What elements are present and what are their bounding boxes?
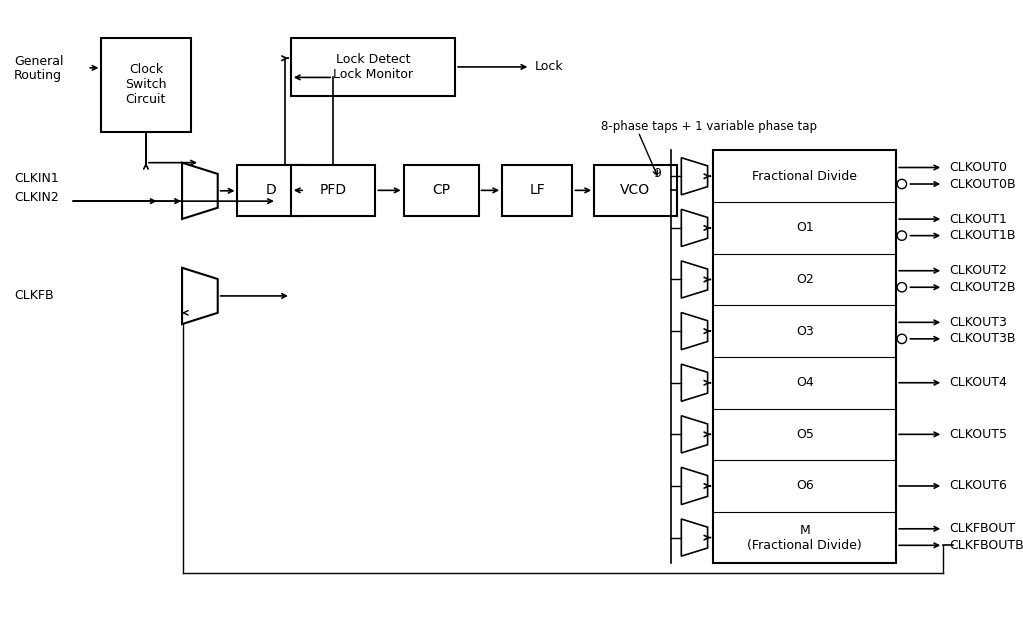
- Text: Lock: Lock: [535, 60, 564, 73]
- Circle shape: [897, 179, 906, 188]
- Bar: [101, 38, 190, 131]
- Circle shape: [897, 334, 906, 343]
- Text: CLKOUT5: CLKOUT5: [948, 428, 1007, 441]
- Polygon shape: [681, 261, 708, 298]
- Text: CLKFBOUT: CLKFBOUT: [948, 522, 1015, 535]
- Polygon shape: [681, 312, 708, 350]
- Text: CLKOUT4: CLKOUT4: [948, 376, 1007, 389]
- Circle shape: [897, 283, 906, 292]
- Text: O3: O3: [796, 325, 813, 338]
- Text: CLKFB: CLKFB: [14, 290, 53, 303]
- Text: CLKOUT3B: CLKOUT3B: [948, 332, 1015, 345]
- Text: LF: LF: [529, 184, 545, 197]
- Text: 8-phase taps + 1 variable phase tap: 8-phase taps + 1 variable phase tap: [601, 120, 816, 133]
- Text: CLKIN2: CLKIN2: [14, 191, 59, 204]
- Polygon shape: [681, 157, 708, 195]
- Text: CLKOUT6: CLKOUT6: [948, 479, 1007, 492]
- Text: O2: O2: [796, 273, 813, 286]
- Text: CLKOUT1B: CLKOUT1B: [948, 229, 1015, 242]
- Text: Clock
Switch
Circuit: Clock Switch Circuit: [125, 63, 167, 106]
- Text: General: General: [14, 55, 63, 68]
- Polygon shape: [182, 268, 218, 324]
- Text: CLKOUT1: CLKOUT1: [948, 213, 1007, 226]
- Bar: [291, 38, 455, 96]
- Polygon shape: [182, 162, 218, 219]
- Text: M
(Fractional Divide): M (Fractional Divide): [748, 523, 862, 552]
- Text: Lock Detect
Lock Monitor: Lock Detect Lock Monitor: [333, 53, 413, 81]
- Text: CLKFBOUTB: CLKFBOUTB: [948, 539, 1023, 552]
- Text: D: D: [266, 184, 276, 197]
- Text: O6: O6: [796, 479, 813, 492]
- Text: Fractional Divide: Fractional Divide: [752, 170, 857, 183]
- Text: CLKOUT0: CLKOUT0: [948, 161, 1007, 174]
- Polygon shape: [681, 416, 708, 453]
- Text: PFD: PFD: [319, 184, 347, 197]
- Text: CP: CP: [432, 184, 450, 197]
- Bar: [502, 164, 573, 216]
- Text: CLKOUT3: CLKOUT3: [948, 316, 1007, 329]
- Text: CLKIN1: CLKIN1: [14, 172, 59, 185]
- Text: 9: 9: [653, 167, 661, 180]
- Text: Routing: Routing: [14, 69, 62, 82]
- Bar: [594, 164, 676, 216]
- Text: O1: O1: [796, 221, 813, 234]
- Text: CLKOUT0B: CLKOUT0B: [948, 177, 1016, 190]
- Polygon shape: [681, 467, 708, 505]
- Text: CLKOUT2: CLKOUT2: [948, 264, 1007, 277]
- Polygon shape: [681, 364, 708, 401]
- Bar: [403, 164, 479, 216]
- Text: VCO: VCO: [620, 184, 651, 197]
- Text: O4: O4: [796, 376, 813, 389]
- Text: O5: O5: [796, 428, 813, 441]
- Circle shape: [897, 231, 906, 241]
- Bar: [291, 164, 375, 216]
- Polygon shape: [681, 210, 708, 247]
- Text: CLKOUT2B: CLKOUT2B: [948, 281, 1015, 294]
- Bar: [713, 151, 896, 564]
- Polygon shape: [681, 519, 708, 556]
- Bar: [237, 164, 305, 216]
